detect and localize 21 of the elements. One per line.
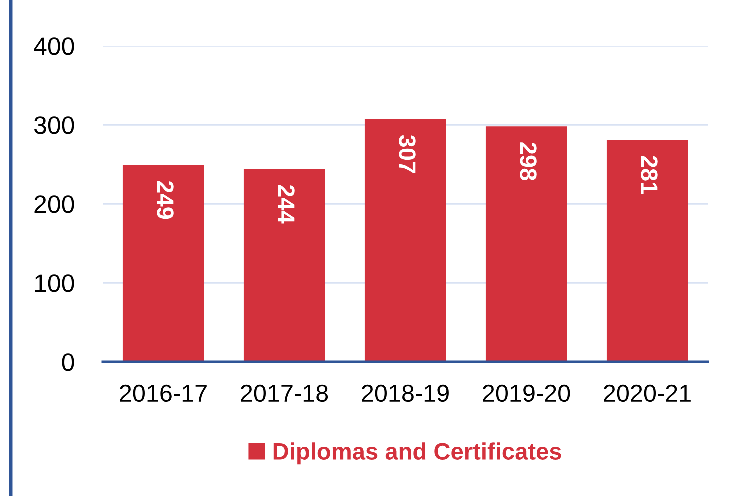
bar [606, 140, 688, 362]
data-label: 249 [157, 181, 174, 220]
y-tick-label: 0 [62, 354, 74, 372]
bar [122, 165, 204, 362]
legend-label: Diplomas and Certificates [274, 442, 562, 465]
data-label: 244 [278, 185, 295, 224]
x-tick-label: 2019-20 [483, 384, 570, 402]
y-tick-label: 300 [34, 116, 74, 134]
x-tick-label: 2016-17 [120, 384, 207, 402]
bar [364, 119, 446, 362]
x-tick-label: 2017-18 [241, 384, 328, 402]
data-label: 298 [520, 142, 537, 181]
data-label: 307 [399, 135, 416, 174]
x-tick-label: 2018-19 [362, 384, 449, 402]
y-tick-label: 100 [35, 274, 74, 292]
bar [486, 126, 568, 362]
y-tick-label: 200 [34, 196, 74, 214]
x-tick-label: 2020-21 [604, 384, 691, 402]
y-tick-label: 400 [34, 38, 74, 56]
bar [244, 169, 326, 362]
data-label: 281 [641, 156, 658, 194]
